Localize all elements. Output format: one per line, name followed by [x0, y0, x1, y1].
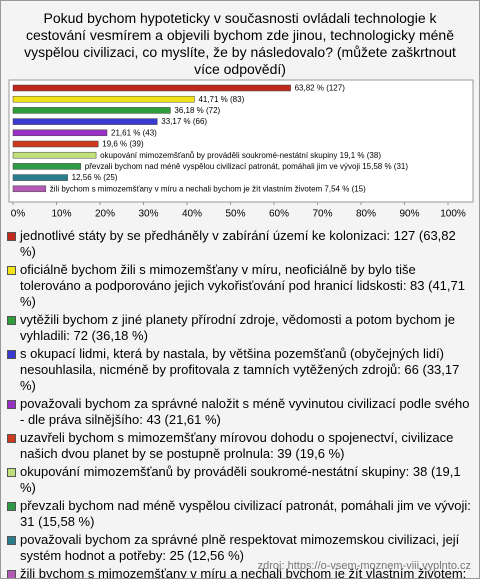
bar	[12, 151, 97, 159]
value-label: 21,61 % (43)	[111, 128, 157, 137]
legend-swatch	[7, 502, 16, 511]
legend-item: považovali bychom za správné naložit s m…	[7, 396, 471, 428]
x-tick-label: 60%	[269, 209, 289, 220]
legend-item: uzavřeli bychom s mimozemšťany mírovou d…	[7, 430, 471, 462]
legend-label: považovali bychom za správné plně respek…	[20, 532, 460, 563]
legend-label: považovali bychom za správné naložit s m…	[20, 396, 470, 427]
legend-item: převzali bychom nad méně vyspělou civili…	[7, 498, 471, 530]
legend-swatch	[7, 468, 16, 477]
legend-label: jednotlivé státy by se předháněly v zabí…	[20, 228, 456, 259]
value-label: 63,82 % (127)	[295, 84, 346, 93]
value-label: 36,18 % (72)	[174, 106, 220, 115]
legend-swatch	[7, 536, 16, 545]
chart: 0% 10% 20% 30% 40% 50% 60% 70% 80% 90% 100% 63,82 %…	[8, 79, 474, 220]
legend-item: okupování mimozemšťanů by prováděli souk…	[7, 464, 471, 496]
x-tick-label: 80%	[356, 209, 376, 220]
value-label: 19,6 % (39)	[102, 140, 144, 149]
chart-title: Pokud bychom hypoteticky v současnosti o…	[24, 10, 456, 77]
legend-label: převzali bychom nad méně vyspělou civili…	[20, 498, 471, 529]
bar	[12, 118, 158, 125]
legend-label: žili bychom s mimozemšťany v míru a nech…	[20, 566, 467, 579]
x-tick-label: 90%	[399, 209, 419, 220]
x-tick-label: 20%	[95, 209, 115, 220]
value-label: 12,56 % (25)	[72, 173, 118, 182]
source: zdroj: https://o-vsem-moznem-viii.vyplnt…	[257, 560, 471, 572]
value-label: 33,17 % (66)	[161, 117, 207, 126]
legend-swatch	[7, 400, 16, 409]
legend-swatch	[7, 266, 16, 275]
legend-item: jednotlivé státy by se předháněly v zabí…	[7, 228, 471, 260]
legend-item: oficiálně bychom žili s mimozemšťany v m…	[7, 262, 471, 310]
legend-label: vytěžili bychom z jiné planety přírodní …	[20, 312, 455, 343]
bar	[12, 140, 99, 148]
legend-item: s okupací lidmi, která by nastala, by vě…	[7, 346, 471, 394]
legend-swatch	[7, 570, 16, 578]
value-label: žili bychom s mimozemšťany v míru a nech…	[50, 184, 366, 193]
x-tick-label: 70%	[312, 209, 332, 220]
legend-label: uzavřeli bychom s mimozemšťany mírovou d…	[20, 430, 454, 461]
bar	[12, 174, 68, 181]
bar	[12, 107, 171, 114]
x-tick-label: 30%	[138, 209, 158, 220]
legend: jednotlivé státy by se předháněly v zabí…	[7, 228, 471, 579]
legend-swatch	[7, 434, 16, 443]
legend-label: okupování mimozemšťanů by prováděli souk…	[20, 464, 461, 495]
x-tick-label: 100%	[440, 209, 466, 220]
x-tick-label: 10%	[51, 209, 71, 220]
bar	[12, 163, 82, 170]
x-tick-label: 50%	[225, 209, 245, 220]
legend-swatch	[7, 350, 16, 359]
legend-swatch	[7, 232, 16, 241]
x-tick-label: 0%	[11, 209, 26, 220]
bar	[12, 185, 47, 193]
legend-label: s okupací lidmi, která by nastala, by vě…	[20, 346, 460, 393]
bar	[12, 95, 195, 103]
bar	[12, 129, 108, 137]
value-label: okupování mimozemšťanů by prováděli souk…	[100, 151, 381, 160]
value-label: 41,71 % (83)	[198, 95, 244, 104]
legend-item: považovali bychom za správné plně respek…	[7, 532, 471, 564]
legend-item: vytěžili bychom z jiné planety přírodní …	[7, 312, 471, 344]
value-label: převzali bychom nad méně vyspělou civili…	[85, 162, 409, 171]
bar	[12, 84, 291, 92]
legend-swatch	[7, 316, 16, 325]
x-tick-label: 40%	[182, 209, 202, 220]
legend-label: oficiálně bychom žili s mimozemšťany v m…	[20, 262, 465, 309]
legend-item: žili bychom s mimozemšťany v míru a nech…	[7, 566, 471, 579]
